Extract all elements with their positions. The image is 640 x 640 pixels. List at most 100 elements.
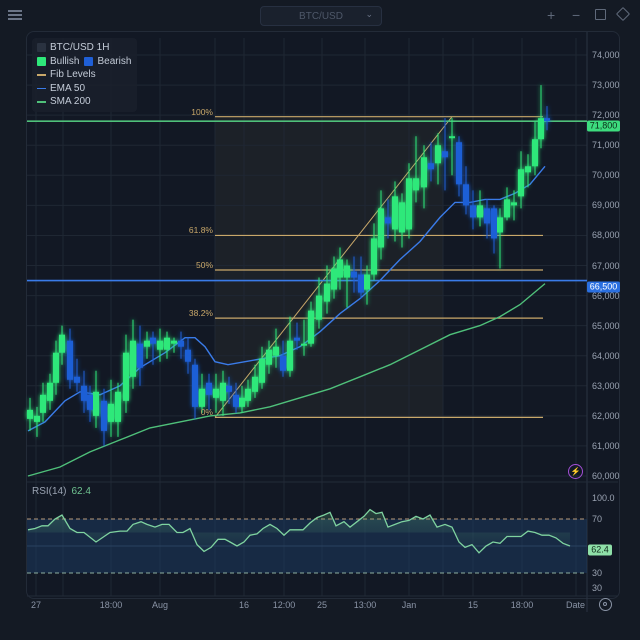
legend-bearish: Bearish [97, 55, 132, 67]
price-tick-label: 71,000 [592, 140, 620, 151]
rsi-axis-30b: 30 [592, 583, 603, 593]
zoom-out-button[interactable]: − [572, 7, 581, 23]
bullish-candle [511, 202, 517, 206]
bullish-candle [123, 352, 129, 401]
bearish-candle [385, 217, 391, 224]
time-tick-label: 27 [30, 600, 42, 610]
hamburger-menu-icon[interactable] [8, 8, 22, 21]
bullish-candle [497, 217, 503, 233]
bullish-candle [34, 415, 40, 422]
bullish-candle [157, 340, 163, 350]
symbol-selector[interactable]: BTC/USD ⌄ [260, 6, 382, 26]
ema50-line [27, 165, 546, 432]
bullish-candle [413, 178, 419, 191]
time-axis[interactable]: 27 18:00 Aug 16 12:00 25 13:00 Jan 15 18:00 [26, 597, 586, 613]
bullish-candle [525, 166, 531, 173]
time-tick-label: Jan [401, 600, 417, 610]
title-bar: BTC/USD ⌄ + − [0, 0, 640, 30]
bullish-candle [93, 391, 99, 416]
bearish-candle [463, 184, 469, 206]
bullish-candle [337, 259, 343, 278]
bearish-candle [470, 205, 476, 218]
bullish-candle [449, 136, 455, 139]
maximize-button[interactable] [595, 9, 606, 20]
legend-candles-row: Bullish Bearish [37, 55, 132, 69]
price-tick-label: 68,000 [592, 230, 620, 241]
bullish-candle [273, 346, 279, 356]
bullish-candle [213, 388, 219, 398]
time-tick-label: 13:00 [353, 600, 377, 610]
fib-level-label: 0% [200, 407, 213, 418]
bullish-candle [435, 145, 441, 164]
time-tick-label: Aug [151, 600, 169, 610]
rsi-label: RSI(14) 62.4 [32, 486, 91, 497]
bullish-candle [301, 343, 307, 346]
price-tick-label: 74,000 [592, 50, 620, 61]
legend-title: BTC/USD 1H [50, 42, 110, 54]
bullish-candle [27, 409, 33, 419]
chart-legend: BTC/USD 1H Bullish Bearish Fib Levels EMA… [32, 38, 137, 112]
price-tick-label: 73,000 [592, 80, 620, 91]
date-button[interactable]: Date [566, 600, 586, 610]
chevron-down-icon: ⌄ [365, 9, 373, 19]
price-tick-label: 62,000 [592, 410, 620, 421]
bullish-candle [47, 382, 53, 401]
bullish-candle [108, 403, 114, 422]
price-tick-label: 72,000 [592, 110, 620, 121]
bullish-candle [259, 358, 265, 383]
bullish-candle [399, 202, 405, 233]
bullish-candle [371, 238, 377, 275]
bearish-candle [456, 142, 462, 185]
legend-sma: SMA 200 [50, 96, 91, 108]
price-tick-label: 60,000 [592, 471, 620, 481]
bullish-candle [331, 268, 337, 290]
bullish-candle [344, 265, 350, 278]
bullish-candle [130, 340, 136, 377]
bullish-candle [239, 397, 245, 407]
rsi-title: RSI(14) [32, 486, 67, 497]
bearish-candle [178, 340, 184, 347]
bearish-candle [150, 337, 156, 344]
bullish-candle [115, 391, 121, 422]
price-tick-label: 65,000 [592, 320, 620, 331]
time-tick-label: 12:00 [272, 600, 296, 610]
bullish-candle [171, 340, 177, 344]
price-tick-label: 61,000 [592, 440, 620, 451]
settings-icon[interactable] [599, 598, 612, 611]
rsi-axis-100: 100.0 [592, 493, 615, 503]
price-tick-label: 69,000 [592, 200, 620, 211]
zoom-in-button[interactable]: + [547, 7, 556, 23]
bearish-candle [67, 340, 73, 380]
time-tick-label: 25 [316, 600, 328, 610]
legend-sma-row: SMA 200 [37, 95, 132, 109]
bearish-candle [206, 382, 212, 395]
bearish-candle [226, 385, 232, 392]
bearish-candle [351, 271, 357, 278]
price-tick-label: 66,000 [592, 290, 620, 301]
ema-line-icon [37, 87, 46, 89]
fib-zone [215, 116, 443, 418]
sma200-line [27, 283, 546, 477]
bullish-swatch-icon [37, 56, 46, 66]
time-tick-label: 16 [238, 600, 250, 610]
bullish-candle [266, 349, 272, 365]
bullish-candle [477, 205, 483, 218]
bearish-candle [81, 385, 87, 401]
last-price-tag: 71,800 [587, 120, 620, 132]
bearish-swatch-icon [84, 56, 94, 66]
bearish-candle [491, 208, 497, 239]
bearish-candle [484, 208, 490, 224]
bearish-candle [358, 274, 364, 293]
time-tick-label: 18:00 [510, 600, 534, 610]
bullish-candle [316, 295, 322, 320]
fib-level-label: 50% [195, 260, 213, 271]
symbol-label: BTC/USD [299, 10, 343, 22]
bullish-candle [421, 157, 427, 188]
time-tick-label: 18:00 [99, 600, 123, 610]
price-tick-label: 67,000 [592, 260, 620, 271]
bullish-candle [392, 196, 398, 230]
bearish-candle [233, 394, 239, 407]
bullish-candle [144, 340, 150, 347]
lightning-alert-icon[interactable]: ⚡ [568, 464, 583, 479]
